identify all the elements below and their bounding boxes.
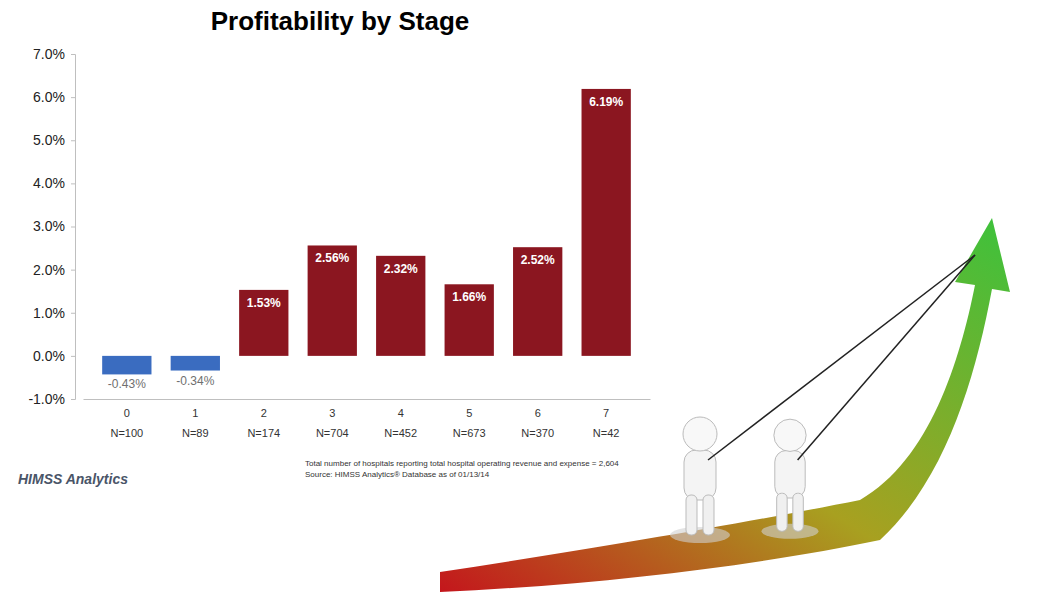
decor-figure <box>670 255 975 543</box>
footnote-line: Source: HIMSS Analytics® Database as of … <box>305 470 490 479</box>
decor-arrow <box>440 218 1010 592</box>
footnote: Total number of hospitals reporting tota… <box>305 459 619 479</box>
y-tick-mark <box>71 399 75 400</box>
x-tick: 1 <box>192 399 198 419</box>
y-tick-label: 1.0% <box>33 305 65 321</box>
y-tick-mark <box>71 183 75 184</box>
x-tick-label: 7 <box>603 407 609 419</box>
data-label: -0.34% <box>176 374 214 388</box>
x-tick: 6 <box>535 399 541 419</box>
bar <box>445 284 494 356</box>
data-label: 2.32% <box>384 262 418 276</box>
n-label: N=174 <box>247 427 280 439</box>
y-tick-mark <box>71 140 75 141</box>
bars <box>102 89 631 374</box>
y-tick: 6.0% <box>33 89 75 105</box>
y-tick: 7.0% <box>33 46 75 62</box>
bar <box>171 356 220 371</box>
x-axis-line <box>84 399 651 400</box>
x-tick-label: 3 <box>329 407 335 419</box>
bar <box>239 290 288 356</box>
bar <box>308 245 357 355</box>
decor-leg <box>793 493 803 531</box>
y-tick-label: 5.0% <box>33 132 65 148</box>
x-tick-label: 0 <box>124 407 130 419</box>
decor-figure <box>762 255 976 539</box>
decor-rope <box>798 255 975 460</box>
bar <box>102 356 151 375</box>
y-tick: 5.0% <box>33 132 75 148</box>
y-tick-label: 4.0% <box>33 175 65 191</box>
y-tick: 3.0% <box>33 218 75 234</box>
y-tick: 4.0% <box>33 175 75 191</box>
y-tick-mark <box>71 313 75 314</box>
y-tick-label: 3.0% <box>33 218 65 234</box>
y-tick-mark <box>71 356 75 357</box>
y-tick: -1.0% <box>28 391 75 407</box>
decor-leg <box>703 495 714 535</box>
bar <box>582 89 631 356</box>
y-tick-label: -1.0% <box>28 391 65 407</box>
y-tick-label: 6.0% <box>33 89 65 105</box>
data-label: 2.56% <box>315 251 349 265</box>
decor-leg <box>777 493 787 531</box>
bar <box>376 256 425 356</box>
x-tick-label: 5 <box>466 407 472 419</box>
bar <box>513 247 562 356</box>
x-tick-label: 2 <box>261 407 267 419</box>
x-tick: 4 <box>398 399 404 419</box>
y-tick: 0.0% <box>33 348 75 364</box>
chart-root: Profitability by Stage -1.0% 0.0% 1.0% 2.0% 3… <box>0 0 1057 605</box>
x-tick-label: 1 <box>192 407 198 419</box>
x-tick: 3 <box>329 399 335 419</box>
y-tick-mark <box>71 54 75 55</box>
y-axis-line <box>71 55 76 400</box>
n-labels: N=100 N=89 N=174 N=704 N=452 N=673 N=370 N=42 <box>110 427 619 439</box>
y-tick: 1.0% <box>33 305 75 321</box>
n-label: N=42 <box>593 427 620 439</box>
n-label: N=452 <box>384 427 417 439</box>
logo: HIMSS Analytics <box>18 471 128 487</box>
decor-head <box>683 417 717 451</box>
data-label: -0.43% <box>108 377 146 391</box>
n-label: N=370 <box>521 427 554 439</box>
x-tick-label: 6 <box>535 407 541 419</box>
decor-shadow <box>762 524 819 539</box>
data-label: 6.19% <box>589 95 623 109</box>
footnote-line: Total number of hospitals reporting tota… <box>305 459 619 468</box>
data-label: 2.52% <box>521 253 555 267</box>
y-tick-mark <box>71 97 75 98</box>
n-label: N=89 <box>182 427 209 439</box>
n-label: N=100 <box>110 427 143 439</box>
x-tick: 0 <box>124 399 130 419</box>
y-tick-label: 7.0% <box>33 46 65 62</box>
n-label: N=673 <box>453 427 486 439</box>
y-axis: -1.0% 0.0% 1.0% 2.0% 3.0% 4.0% 5.0% 6.0% 7.0% <box>28 46 75 407</box>
y-tick-mark <box>71 227 75 228</box>
decor-leg <box>686 495 697 535</box>
n-label: N=704 <box>316 427 349 439</box>
chart-title: Profitability by Stage <box>211 6 470 36</box>
illustration <box>440 218 1010 592</box>
y-tick-label: 0.0% <box>33 348 65 364</box>
x-tick: 5 <box>466 399 472 419</box>
data-label: 1.53% <box>247 296 281 310</box>
x-tick: 2 <box>261 399 267 419</box>
y-tick-mark <box>71 270 75 271</box>
y-tick-label: 2.0% <box>33 262 65 278</box>
decor-rope <box>708 255 975 460</box>
x-axis: 0 1 2 3 4 5 6 7 <box>84 399 651 419</box>
decor-shadow <box>670 527 730 543</box>
decor-head <box>774 419 806 451</box>
data-labels: -0.43% -0.34% 1.53% 2.56% 2.32% 1.66% 2.52% 6.1… <box>108 95 624 391</box>
y-tick: 2.0% <box>33 262 75 278</box>
data-label: 1.66% <box>452 290 486 304</box>
x-tick: 7 <box>603 399 609 419</box>
x-tick-label: 4 <box>398 407 404 419</box>
chart-svg: Profitability by Stage -1.0% 0.0% 1.0% 2.0% 3… <box>0 0 1057 605</box>
